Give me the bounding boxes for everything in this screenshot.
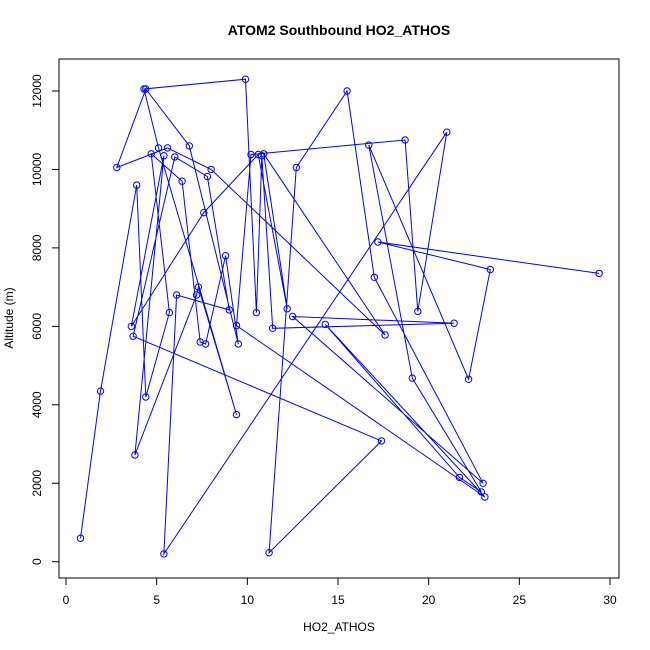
y-axis-label: Altitude (m) — [2, 287, 16, 348]
chart-title: ATOM2 Southbound HO2_ATHOS — [228, 22, 450, 38]
data-point — [283, 305, 291, 313]
data-point — [381, 331, 389, 339]
data-point — [194, 283, 203, 291]
data-point — [203, 172, 212, 181]
data-point — [289, 312, 297, 321]
data-point — [252, 308, 261, 317]
data-point — [258, 152, 266, 160]
x-tick-label: 25 — [513, 593, 527, 607]
y-tick-label: 4000 — [30, 391, 44, 418]
y-tick-label: 0 — [30, 558, 44, 565]
data-point — [260, 150, 268, 158]
data-point — [455, 473, 464, 482]
data-point — [178, 177, 186, 185]
data-point — [113, 163, 121, 172]
x-tick-label: 30 — [603, 593, 617, 607]
data-point — [200, 208, 208, 217]
data-point — [225, 306, 233, 314]
data-point — [147, 150, 155, 158]
data-point — [129, 332, 137, 340]
data-point — [401, 136, 409, 144]
data-point — [163, 144, 172, 152]
data-point — [232, 321, 241, 330]
data-point — [377, 437, 386, 445]
data-point — [247, 150, 255, 159]
data-point — [479, 479, 487, 487]
y-tick-label: 8000 — [30, 234, 44, 261]
series-line — [80, 78, 600, 556]
data-point — [486, 265, 494, 274]
data-point — [481, 493, 489, 501]
data-point — [408, 374, 416, 382]
data-point — [595, 269, 603, 278]
data-point — [292, 163, 300, 172]
x-tick-label: 10 — [241, 593, 255, 607]
x-tick-label: 15 — [331, 593, 345, 607]
data-point — [232, 410, 241, 419]
data-point — [207, 165, 215, 174]
data-point — [269, 324, 277, 332]
data-point — [321, 320, 329, 329]
data-point — [241, 75, 250, 83]
data-series — [76, 75, 603, 558]
data-point — [185, 142, 194, 150]
data-point — [477, 488, 485, 496]
data-point — [154, 144, 163, 152]
data-point — [127, 322, 136, 331]
data-point — [374, 238, 382, 246]
x-tick-label: 5 — [153, 593, 160, 607]
data-point — [160, 550, 168, 558]
x-tick-label: 20 — [422, 593, 436, 607]
data-point — [76, 534, 85, 542]
data-point — [464, 375, 473, 383]
data-point — [171, 153, 179, 161]
y-tick-label: 10000 — [30, 152, 44, 186]
data-point — [96, 387, 105, 395]
data-point — [165, 308, 174, 317]
data-point — [370, 273, 378, 281]
data-point — [192, 291, 201, 299]
data-point — [365, 141, 373, 149]
data-point — [160, 152, 168, 160]
data-point — [443, 128, 451, 136]
x-tick-label: 0 — [63, 593, 70, 607]
data-point — [131, 451, 139, 459]
data-point — [414, 307, 422, 316]
data-point — [450, 319, 458, 327]
data-point — [343, 87, 351, 95]
y-tick-label: 2000 — [30, 470, 44, 497]
data-point — [221, 252, 230, 260]
data-point — [172, 291, 181, 299]
data-point — [265, 549, 273, 557]
data-point — [201, 340, 210, 348]
data-point — [140, 85, 148, 93]
data-point — [234, 340, 243, 348]
data-point — [254, 150, 262, 159]
x-axis: 0 5 10 15 20 25 30 — [63, 577, 617, 607]
y-tick-label: 12000 — [30, 74, 44, 108]
data-point — [142, 393, 150, 401]
x-axis-label: HO2_ATHOS — [303, 620, 375, 634]
data-point — [133, 181, 141, 189]
y-axis: 0 2000 4000 6000 8000 10000 12000 — [30, 74, 60, 565]
y-tick-label: 6000 — [30, 313, 44, 340]
